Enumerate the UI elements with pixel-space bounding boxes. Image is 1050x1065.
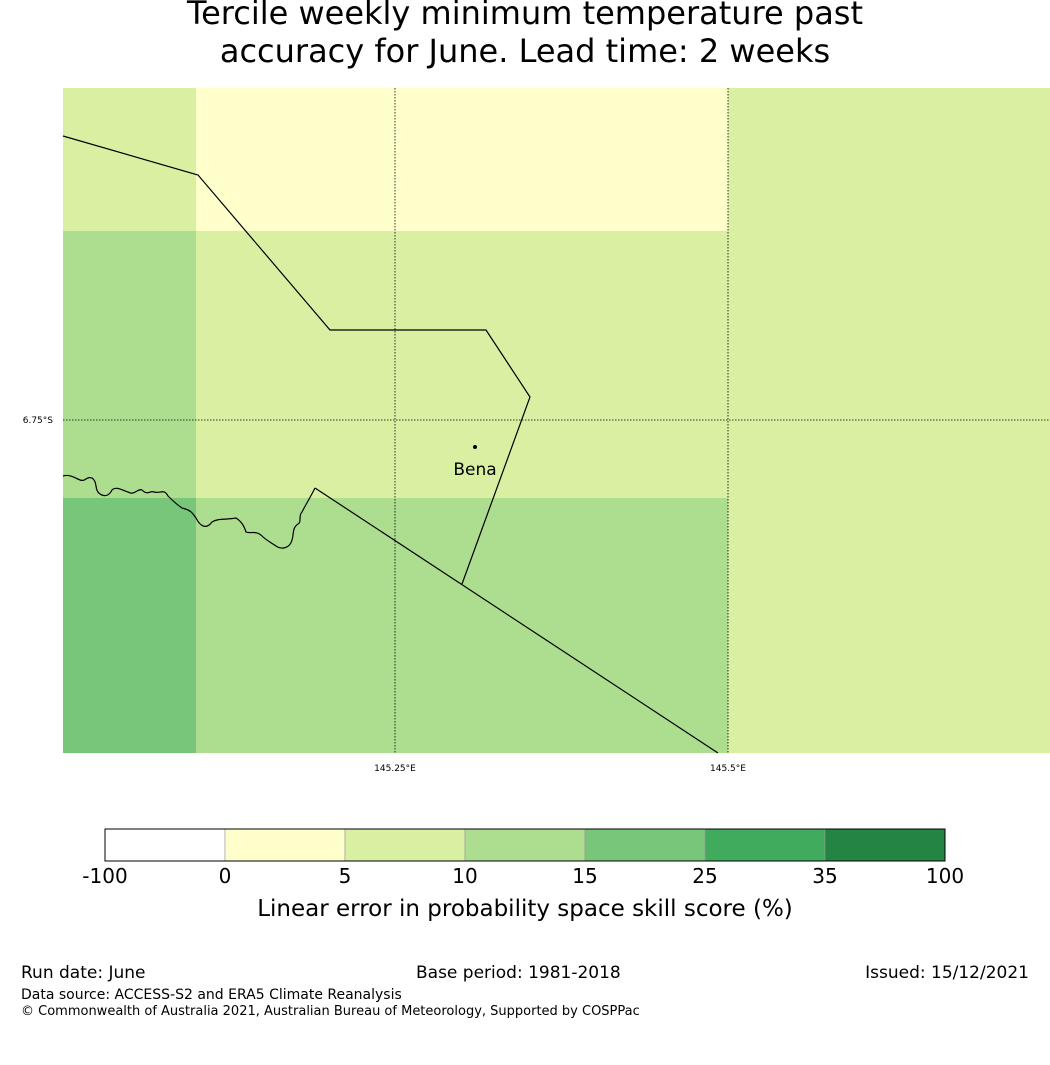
title-line-1: Tercile weekly minimum temperature past bbox=[186, 0, 864, 32]
colorbar-tick-label: 0 bbox=[219, 864, 232, 888]
grid-cell bbox=[63, 498, 196, 753]
province-boundaries bbox=[62, 135, 719, 754]
boundary-line bbox=[62, 135, 531, 585]
grid-cell bbox=[63, 231, 196, 498]
colorbar-segment bbox=[704, 828, 826, 862]
colorbar-outline bbox=[104, 828, 946, 862]
bena-label: Bena bbox=[453, 460, 496, 480]
copyright: © Commonwealth of Australia 2021, Austra… bbox=[21, 1004, 640, 1019]
colorbar-tick-label: -100 bbox=[82, 864, 127, 888]
colorbar-tick-label: 35 bbox=[812, 864, 837, 888]
lon-label-145-5: 145.5°E bbox=[710, 764, 746, 774]
data-source: Data source: ACCESS-S2 and ERA5 Climate … bbox=[21, 987, 402, 1003]
title-line-2: accuracy for June. Lead time: 2 weeks bbox=[219, 32, 831, 70]
skill-grid bbox=[63, 88, 1050, 753]
lon-label-145-25: 145.25°E bbox=[374, 764, 416, 774]
colorbar-tick-label: 25 bbox=[692, 864, 717, 888]
issued-date: Issued: 15/12/2021 bbox=[865, 963, 1029, 983]
colorbar-segment bbox=[344, 828, 466, 862]
colorbar-segment bbox=[224, 828, 346, 862]
colorbar-tick-label: 5 bbox=[339, 864, 352, 888]
colorbar bbox=[104, 828, 946, 862]
boundary-line bbox=[314, 487, 719, 754]
map-title: Tercile weekly minimum temperature past … bbox=[0, 0, 1050, 70]
colorbar-segment bbox=[464, 828, 586, 862]
grid-cell bbox=[63, 88, 196, 231]
bena-marker bbox=[473, 445, 477, 449]
colorbar-segment bbox=[104, 828, 226, 862]
lat-label-6-75: 6.75°S bbox=[23, 416, 54, 426]
base-period: Base period: 1981-2018 bbox=[416, 963, 621, 983]
graticule bbox=[63, 88, 1050, 753]
colorbar-label: Linear error in probability space skill … bbox=[257, 896, 793, 922]
river-line bbox=[62, 474, 316, 549]
colorbar-tick-label: 100 bbox=[926, 864, 964, 888]
colorbar-tick-label: 15 bbox=[572, 864, 597, 888]
colorbar-tick-label: 10 bbox=[452, 864, 477, 888]
grid-cell bbox=[196, 88, 728, 231]
grid-cell bbox=[196, 498, 728, 753]
run-date: Run date: June bbox=[21, 963, 146, 983]
colorbar-segment bbox=[824, 828, 946, 862]
map-figure: Bena 6.75°S 145.25°E 145.5°E -100 0 5 10 15 2… bbox=[23, 88, 1050, 922]
colorbar-segment bbox=[584, 828, 706, 862]
grid-cell bbox=[196, 231, 728, 498]
colorbar-ticks: -100 0 5 10 15 25 35 100 bbox=[82, 864, 964, 888]
grid-cell bbox=[728, 88, 1050, 753]
